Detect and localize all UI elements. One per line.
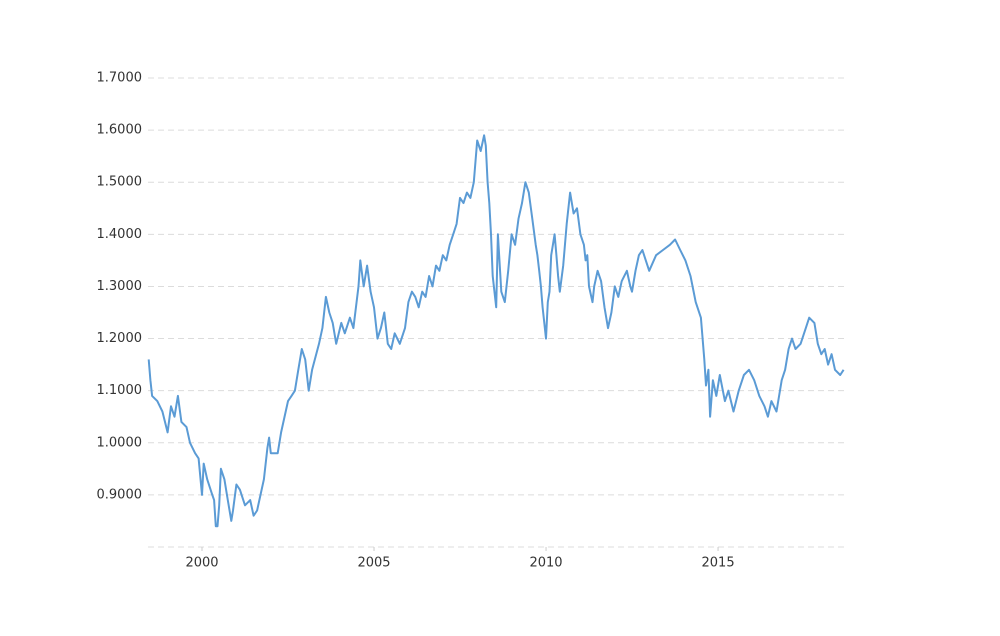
- y-tick-label: 1.5000: [97, 175, 143, 190]
- x-tick-label: 2005: [357, 556, 390, 571]
- x-tick-label: 2010: [529, 556, 562, 571]
- y-tick-label: 1.7000: [97, 71, 143, 86]
- x-tick-label: 2015: [702, 556, 735, 571]
- price-line: [147, 134, 845, 528]
- x-tick-label: 2000: [185, 556, 218, 571]
- y-tick-label: 1.1000: [97, 383, 143, 398]
- y-tick-label: 0.9000: [97, 487, 143, 502]
- y-tick-label: 1.3000: [97, 279, 143, 294]
- y-tick-label: 1.2000: [97, 331, 143, 346]
- y-tick-label: 1.6000: [97, 123, 143, 138]
- y-tick-label: 1.0000: [97, 435, 143, 450]
- y-tick-label: 1.4000: [97, 227, 143, 242]
